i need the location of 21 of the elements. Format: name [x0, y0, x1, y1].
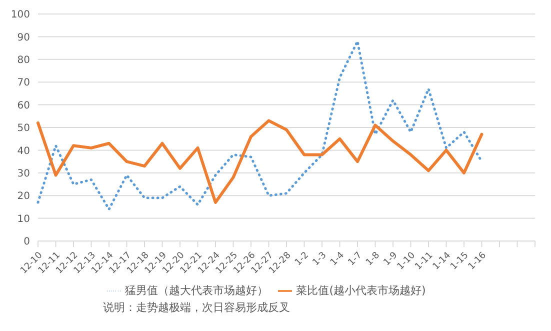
x-tick-label: 1-3: [311, 250, 329, 268]
text: 说明：走势越极端，次日容易形成反叉: [102, 300, 291, 315]
y-tick-label: 50: [17, 123, 30, 134]
y-tick-label: 20: [17, 191, 30, 202]
legend-label: 猛男值（越大代表市场越好）: [125, 284, 268, 297]
x-tick-label: 1-4: [328, 250, 347, 268]
y-tick-label: 30: [17, 168, 30, 180]
y-tick-label: 10: [17, 214, 30, 225]
y-tick-label: 100: [10, 10, 30, 21]
x-tick-label: 1-2: [293, 250, 311, 268]
x-tick-label: 1-8: [364, 250, 382, 268]
line-series: [36, 119, 484, 204]
y-tick-label: 80: [17, 54, 30, 66]
y-tick-label: 90: [17, 32, 30, 44]
x-tick-label: 1-7: [346, 250, 364, 268]
legend-label: 菜比值(越小代表市场越好): [296, 284, 426, 297]
line-series: [36, 40, 483, 210]
y-tick-label: 40: [17, 146, 30, 157]
y-tick-label: 70: [17, 78, 30, 89]
y-tick-label: 60: [17, 100, 30, 112]
y-tick-label: 0: [24, 236, 30, 248]
